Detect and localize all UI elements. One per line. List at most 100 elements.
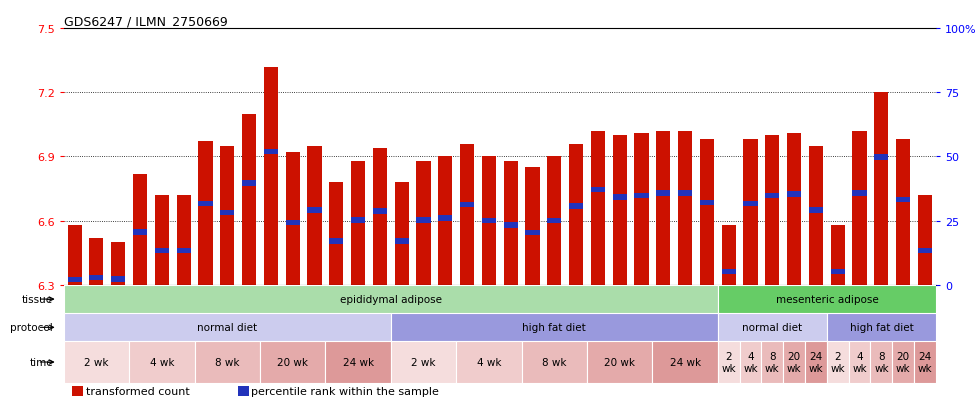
Bar xyxy=(242,181,256,186)
Bar xyxy=(808,146,823,285)
Text: 4 wk: 4 wk xyxy=(150,357,174,367)
Text: 4
wk: 4 wk xyxy=(743,351,758,373)
Text: 20 wk: 20 wk xyxy=(605,357,635,367)
Bar xyxy=(129,342,194,383)
Bar xyxy=(783,342,805,383)
Bar xyxy=(260,342,325,383)
Bar xyxy=(765,136,779,285)
Bar xyxy=(591,188,605,193)
Bar xyxy=(853,131,866,285)
Bar xyxy=(849,342,870,383)
Bar xyxy=(329,183,343,285)
Bar xyxy=(351,161,366,285)
Bar xyxy=(285,220,300,225)
Bar xyxy=(870,342,892,383)
Bar xyxy=(325,342,391,383)
Bar xyxy=(787,133,802,285)
Bar xyxy=(678,191,692,196)
Bar xyxy=(391,313,717,342)
Bar xyxy=(896,140,910,285)
Bar xyxy=(329,239,343,244)
Bar xyxy=(634,193,649,199)
Bar xyxy=(761,342,783,383)
Bar xyxy=(721,225,736,285)
Bar xyxy=(874,93,889,285)
Bar xyxy=(827,313,936,342)
Bar xyxy=(805,342,827,383)
Bar xyxy=(111,276,125,282)
Bar xyxy=(700,140,714,285)
Text: 20
wk: 20 wk xyxy=(896,351,910,373)
Text: 2 wk: 2 wk xyxy=(412,357,436,367)
Bar xyxy=(765,193,779,199)
Text: GDS6247 / ILMN_2750669: GDS6247 / ILMN_2750669 xyxy=(64,15,227,28)
Bar xyxy=(194,342,260,383)
Bar xyxy=(678,131,692,285)
Bar xyxy=(482,218,496,224)
Bar xyxy=(744,202,758,207)
Bar xyxy=(351,218,366,223)
Bar xyxy=(264,149,278,154)
Bar xyxy=(717,342,740,383)
Bar xyxy=(657,191,670,196)
Text: mesenteric adipose: mesenteric adipose xyxy=(775,294,878,304)
Text: time: time xyxy=(29,357,53,367)
Bar xyxy=(416,161,430,285)
Bar xyxy=(68,277,81,282)
Bar xyxy=(591,131,605,285)
Bar xyxy=(853,191,866,196)
Bar xyxy=(220,146,234,285)
Text: 24 wk: 24 wk xyxy=(669,357,701,367)
Bar xyxy=(827,342,849,383)
Bar xyxy=(89,275,104,280)
Bar xyxy=(456,342,521,383)
Text: transformed count: transformed count xyxy=(85,386,189,396)
Bar xyxy=(460,144,474,285)
Bar xyxy=(521,342,587,383)
Bar xyxy=(198,201,213,206)
Bar xyxy=(176,195,191,285)
Bar xyxy=(896,197,910,202)
Bar xyxy=(155,249,169,254)
Bar xyxy=(874,155,889,160)
Text: high fat diet: high fat diet xyxy=(850,323,913,332)
Bar xyxy=(914,342,936,383)
Bar xyxy=(438,157,453,285)
Bar xyxy=(892,342,914,383)
Text: 2
wk: 2 wk xyxy=(721,351,736,373)
Bar xyxy=(89,238,104,285)
Text: 2 wk: 2 wk xyxy=(84,357,109,367)
Text: epididymal adipose: epididymal adipose xyxy=(340,294,442,304)
Bar xyxy=(569,204,583,209)
Text: 4
wk: 4 wk xyxy=(853,351,867,373)
Bar xyxy=(308,146,321,285)
Bar xyxy=(525,230,540,236)
Bar xyxy=(133,174,147,285)
Bar xyxy=(64,285,717,313)
Bar xyxy=(64,313,391,342)
Bar xyxy=(547,157,562,285)
Bar xyxy=(700,200,714,205)
Bar xyxy=(504,161,517,285)
Bar xyxy=(64,342,129,383)
Text: 24 wk: 24 wk xyxy=(342,357,373,367)
Bar xyxy=(372,149,387,285)
Bar xyxy=(391,342,457,383)
Bar xyxy=(525,168,540,285)
Text: 24
wk: 24 wk xyxy=(808,351,823,373)
Text: 4 wk: 4 wk xyxy=(476,357,501,367)
Bar xyxy=(717,313,827,342)
Bar xyxy=(744,140,758,285)
Text: tissue: tissue xyxy=(23,294,53,304)
Bar xyxy=(587,342,653,383)
Text: 8
wk: 8 wk xyxy=(765,351,780,373)
Bar xyxy=(808,208,823,213)
Bar xyxy=(831,269,845,275)
Bar xyxy=(612,195,627,200)
Text: 8 wk: 8 wk xyxy=(542,357,566,367)
Bar xyxy=(73,386,83,396)
Text: 2
wk: 2 wk xyxy=(830,351,845,373)
Bar xyxy=(918,195,932,285)
Bar xyxy=(372,209,387,214)
Text: high fat diet: high fat diet xyxy=(522,323,586,332)
